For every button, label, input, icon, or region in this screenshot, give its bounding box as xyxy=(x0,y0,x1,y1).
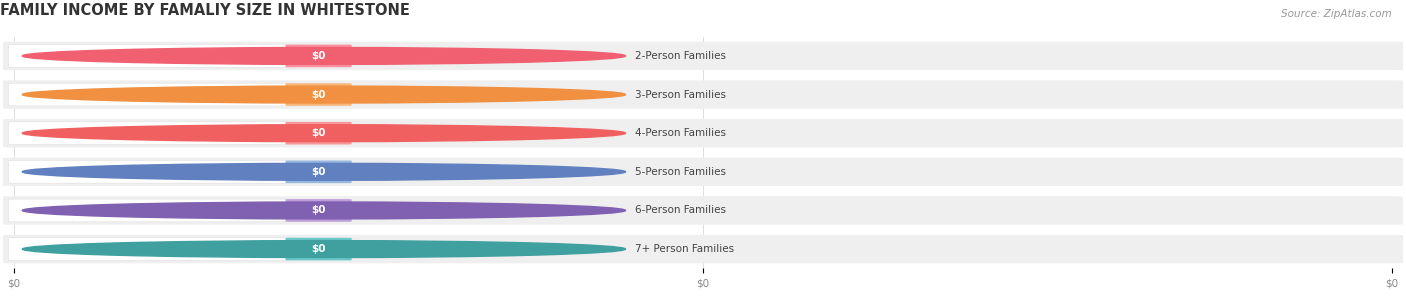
Text: 4-Person Families: 4-Person Families xyxy=(636,128,725,138)
FancyBboxPatch shape xyxy=(285,199,352,222)
FancyBboxPatch shape xyxy=(3,42,1403,70)
FancyBboxPatch shape xyxy=(8,45,294,67)
Text: 7+ Person Families: 7+ Person Families xyxy=(636,244,734,254)
Text: Source: ZipAtlas.com: Source: ZipAtlas.com xyxy=(1281,9,1392,19)
FancyBboxPatch shape xyxy=(8,238,294,260)
FancyBboxPatch shape xyxy=(8,199,294,222)
FancyBboxPatch shape xyxy=(3,158,1403,186)
Text: 3-Person Families: 3-Person Families xyxy=(636,90,725,99)
FancyBboxPatch shape xyxy=(3,119,1403,147)
FancyBboxPatch shape xyxy=(285,45,352,67)
Circle shape xyxy=(22,202,626,219)
Text: 5-Person Families: 5-Person Families xyxy=(636,167,725,177)
Text: $0: $0 xyxy=(311,51,326,61)
Text: $0: $0 xyxy=(311,167,326,177)
Text: $0: $0 xyxy=(311,244,326,254)
FancyBboxPatch shape xyxy=(8,160,294,183)
Circle shape xyxy=(22,86,626,103)
FancyBboxPatch shape xyxy=(285,238,352,260)
Text: $0: $0 xyxy=(311,90,326,99)
FancyBboxPatch shape xyxy=(3,196,1403,225)
Circle shape xyxy=(22,163,626,180)
Text: $0: $0 xyxy=(311,128,326,138)
FancyBboxPatch shape xyxy=(285,160,352,183)
FancyBboxPatch shape xyxy=(8,122,294,145)
Text: FAMILY INCOME BY FAMALIY SIZE IN WHITESTONE: FAMILY INCOME BY FAMALIY SIZE IN WHITEST… xyxy=(0,3,411,18)
Text: 6-Person Families: 6-Person Families xyxy=(636,206,725,215)
Text: 2-Person Families: 2-Person Families xyxy=(636,51,725,61)
FancyBboxPatch shape xyxy=(285,83,352,106)
Circle shape xyxy=(22,241,626,257)
FancyBboxPatch shape xyxy=(3,235,1403,263)
FancyBboxPatch shape xyxy=(8,83,294,106)
FancyBboxPatch shape xyxy=(285,122,352,145)
FancyBboxPatch shape xyxy=(3,80,1403,109)
Circle shape xyxy=(22,48,626,64)
Circle shape xyxy=(22,125,626,142)
Text: $0: $0 xyxy=(311,206,326,215)
